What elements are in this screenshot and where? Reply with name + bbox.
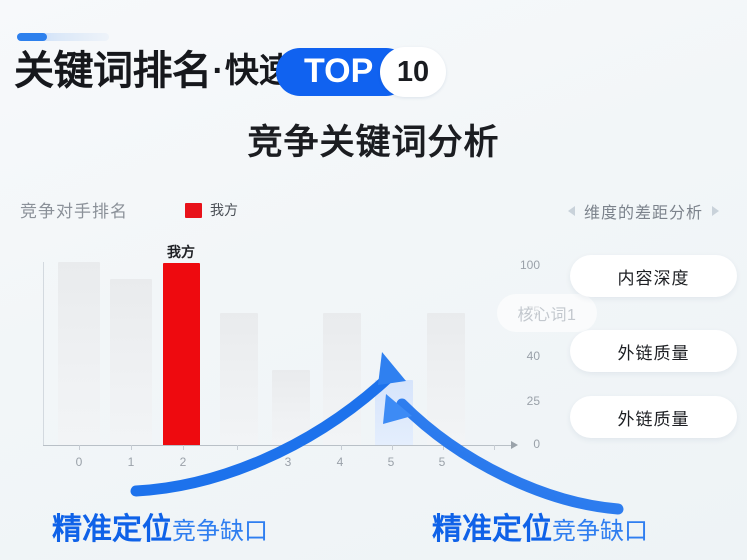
caption-right-strong: 精准定位	[432, 513, 552, 546]
caret-right-icon	[712, 206, 719, 216]
bar-7	[427, 313, 465, 445]
bar-6	[375, 380, 413, 445]
bar-4	[272, 370, 310, 445]
x-tick	[237, 445, 238, 450]
bar-5	[323, 313, 361, 445]
page-subtitle: 竞争关键词分析	[247, 123, 500, 162]
panel-heading-label: 维度的差距分析	[583, 205, 703, 222]
bar-chart: 100 75 40 25 0 我方 0 1 2 3 4 5 5	[0, 244, 540, 469]
badge-circle-background	[380, 47, 446, 97]
x-tick	[79, 445, 80, 450]
bar-3	[220, 313, 258, 445]
dimension-pill-1[interactable]: 外链质量	[570, 330, 737, 372]
chart-legend: 我方	[185, 200, 238, 220]
y-tick-label: 100	[519, 258, 540, 272]
caption-left-weak: 竞争缺口	[172, 518, 268, 545]
panel-heading: 维度的差距分析	[546, 199, 741, 223]
x-tick	[183, 445, 184, 450]
highlight-bar-caption: 我方	[167, 244, 195, 260]
caret-left-icon	[567, 206, 575, 216]
top-badge: TOP 10	[276, 47, 446, 97]
y-tick-label: 0	[533, 437, 540, 451]
bar-2-highlight	[163, 263, 200, 445]
x-tick	[289, 445, 290, 450]
x-tick	[494, 445, 495, 450]
progress-bar-fill	[17, 33, 47, 41]
page-title: 关键词排名 · 快速	[14, 44, 293, 98]
progress-bar-track	[17, 33, 109, 41]
x-tick-label: 5	[438, 455, 446, 469]
x-tick	[341, 445, 342, 450]
y-axis-line	[43, 262, 44, 446]
title-separator-dot: ·	[212, 52, 224, 90]
caption-right-weak: 竞争缺口	[552, 518, 648, 545]
x-tick-label: 0	[75, 455, 83, 469]
dimension-pill-0[interactable]: 内容深度	[570, 255, 737, 297]
legend-label: 我方	[210, 202, 238, 218]
x-tick-label: 2	[179, 455, 187, 469]
badge-label: TOP	[304, 52, 374, 90]
x-tick	[443, 445, 444, 450]
chart-title: 竞争对手排名	[20, 202, 128, 221]
bar-0	[58, 262, 100, 445]
x-tick	[392, 445, 393, 450]
x-tick-label: 1	[127, 455, 135, 469]
caption-left-strong: 精准定位	[52, 513, 172, 546]
dimension-pill-2[interactable]: 外链质量	[570, 396, 737, 438]
caption-left: 精准定位 竞争缺口	[52, 504, 268, 548]
legend-swatch-icon	[185, 202, 202, 218]
y-tick-label: 25	[526, 394, 540, 408]
badge-number: 10	[396, 56, 430, 88]
ghost-pill-keyword: 核心词1	[497, 294, 597, 332]
x-tick	[131, 445, 132, 450]
x-tick-label: 5	[387, 455, 395, 469]
x-tick-label: 4	[336, 455, 344, 469]
caption-right: 精准定位 竞争缺口	[432, 504, 648, 548]
y-tick-label: 40	[526, 349, 540, 363]
bar-1	[110, 279, 152, 445]
title-main-text: 关键词排名	[14, 49, 212, 93]
x-tick-label: 3	[284, 455, 292, 469]
